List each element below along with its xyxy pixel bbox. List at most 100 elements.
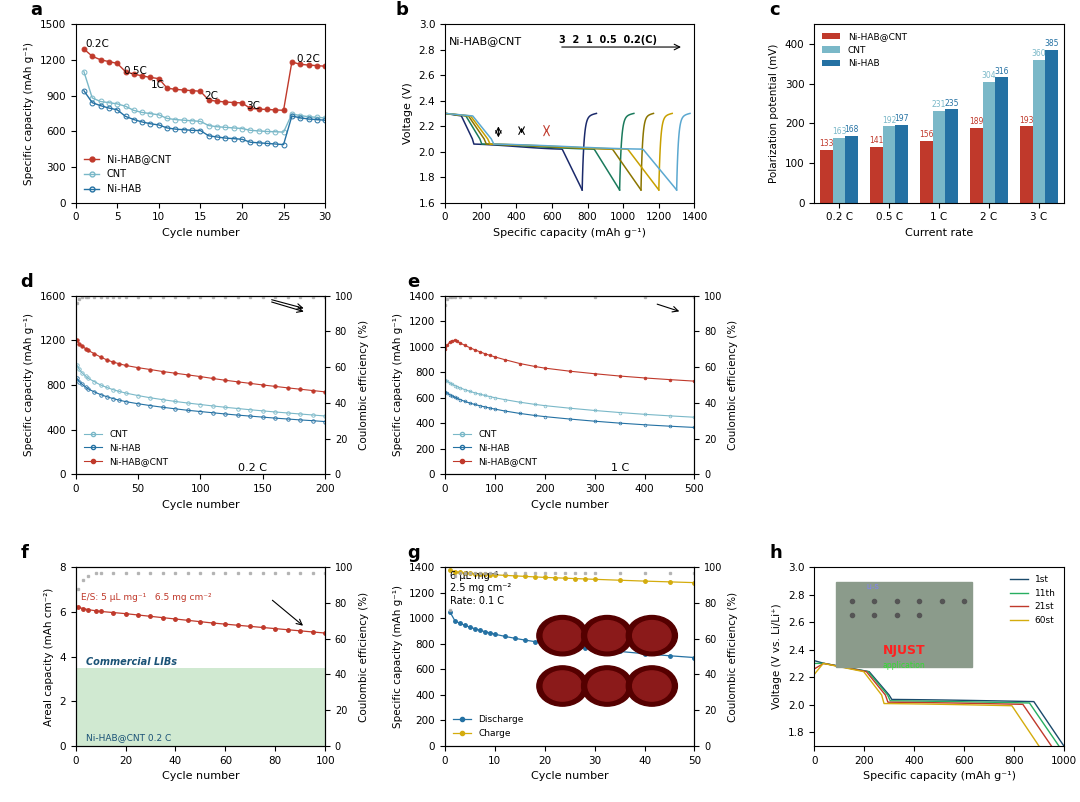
Bar (76, 668, 325, 746)
60st (808, 670, 821, 679)
Text: 0.2 C: 0.2 C (238, 464, 267, 473)
21st (818, 658, 831, 668)
Line: Charge: Charge (448, 568, 697, 585)
Text: 0.2C: 0.2C (296, 54, 320, 63)
Charge (558, 573, 571, 583)
Text: h: h (769, 545, 782, 562)
Discharge (558, 641, 571, 650)
Line: 1st: 1st (814, 661, 1064, 746)
X-axis label: Cycle number: Cycle number (531, 500, 608, 509)
21st (1044, 741, 1057, 751)
Charge (473, 569, 486, 579)
1st (866, 671, 879, 681)
Discharge (473, 626, 486, 635)
Bar (933, 111, 945, 203)
Text: 156: 156 (919, 130, 934, 140)
Charge (568, 573, 581, 583)
Discharge (549, 639, 562, 649)
60st (1032, 741, 1045, 751)
Bar (833, 138, 846, 203)
X-axis label: Cycle number: Cycle number (162, 228, 239, 238)
Text: 6 μL mg⁻¹: 6 μL mg⁻¹ (450, 571, 499, 581)
Charge (589, 574, 602, 584)
Charge (578, 574, 591, 584)
X-axis label: Current rate: Current rate (905, 228, 973, 238)
11th (892, 696, 905, 706)
Y-axis label: Specific capacity (mAh g⁻¹): Specific capacity (mAh g⁻¹) (24, 42, 35, 185)
Text: 141: 141 (869, 136, 883, 145)
60st (816, 658, 829, 668)
X-axis label: Cycle number: Cycle number (162, 772, 239, 781)
Text: E/S: 5 μL mg⁻¹   6.5 mg cm⁻²: E/S: 5 μL mg⁻¹ 6.5 mg cm⁻² (81, 593, 212, 602)
Text: 3C: 3C (246, 100, 260, 111)
Bar (945, 109, 958, 203)
Discharge (509, 634, 522, 643)
Charge (458, 568, 471, 577)
Discharge (528, 637, 541, 646)
Y-axis label: Specific capacity (mAh g⁻¹): Specific capacity (mAh g⁻¹) (393, 314, 404, 456)
Discharge (498, 631, 511, 641)
Discharge (568, 642, 581, 652)
Charge (509, 571, 522, 581)
Text: Ni-HAB@CNT 0.2 C: Ni-HAB@CNT 0.2 C (85, 733, 171, 743)
Charge (478, 569, 491, 579)
Discharge (589, 644, 602, 654)
Text: 163: 163 (832, 128, 847, 136)
Text: 316: 316 (995, 67, 1009, 75)
Text: d: d (21, 273, 33, 290)
X-axis label: Specific capacity (mAh g⁻¹): Specific capacity (mAh g⁻¹) (863, 772, 1015, 781)
Text: g: g (407, 545, 420, 562)
Discharge (638, 649, 651, 658)
Bar (882, 127, 895, 203)
Bar (870, 147, 882, 203)
Text: 189: 189 (969, 117, 984, 126)
Bar (895, 124, 908, 203)
Charge (638, 577, 651, 586)
Y-axis label: Areal capacity (mAh cm⁻²): Areal capacity (mAh cm⁻²) (43, 587, 54, 726)
Text: Rate: 0.1 C: Rate: 0.1 C (450, 596, 504, 606)
Charge (663, 577, 676, 587)
21st (950, 699, 963, 708)
Discharge (578, 643, 591, 653)
Text: c: c (769, 1, 780, 19)
Bar (1032, 60, 1045, 203)
60st (887, 699, 900, 708)
11th (953, 697, 966, 707)
Legend: Discharge, Charge: Discharge, Charge (449, 711, 527, 741)
21st (1040, 735, 1053, 744)
Discharge (448, 616, 461, 626)
11th (808, 658, 821, 668)
Line: Discharge: Discharge (448, 610, 697, 659)
Discharge (518, 635, 531, 645)
Legend: CNT, Ni-HAB, Ni-HAB@CNT: CNT, Ni-HAB, Ni-HAB@CNT (449, 427, 541, 470)
Text: e: e (407, 273, 420, 290)
21st (892, 698, 905, 707)
Y-axis label: Coulombic efficiency (%): Coulombic efficiency (%) (728, 591, 738, 722)
X-axis label: Cycle number: Cycle number (162, 500, 239, 509)
Text: b: b (395, 1, 408, 19)
Y-axis label: Specific capacity (mAh g⁻¹): Specific capacity (mAh g⁻¹) (393, 585, 404, 728)
11th (918, 696, 931, 706)
Text: 3  2  1  0.5  0.2(C): 3 2 1 0.5 0.2(C) (559, 35, 657, 45)
Charge (469, 569, 482, 578)
Text: 385: 385 (1044, 39, 1058, 48)
Charge (549, 573, 562, 582)
Text: f: f (21, 545, 28, 562)
21st (808, 664, 821, 674)
Charge (538, 573, 551, 582)
11th (860, 666, 873, 676)
Discharge (478, 627, 491, 637)
Text: 192: 192 (882, 116, 896, 125)
Charge (454, 568, 467, 577)
Text: 235: 235 (944, 99, 959, 107)
Text: 2C: 2C (204, 91, 218, 101)
Charge (528, 572, 541, 581)
Bar (995, 77, 1008, 203)
Discharge (538, 638, 551, 648)
Y-axis label: Voltage (V vs. Li/Li⁺): Voltage (V vs. Li/Li⁺) (772, 604, 782, 709)
Text: 304: 304 (982, 71, 996, 80)
Bar (920, 141, 933, 203)
Charge (613, 575, 626, 585)
Charge (518, 572, 531, 581)
Discharge (688, 653, 701, 662)
